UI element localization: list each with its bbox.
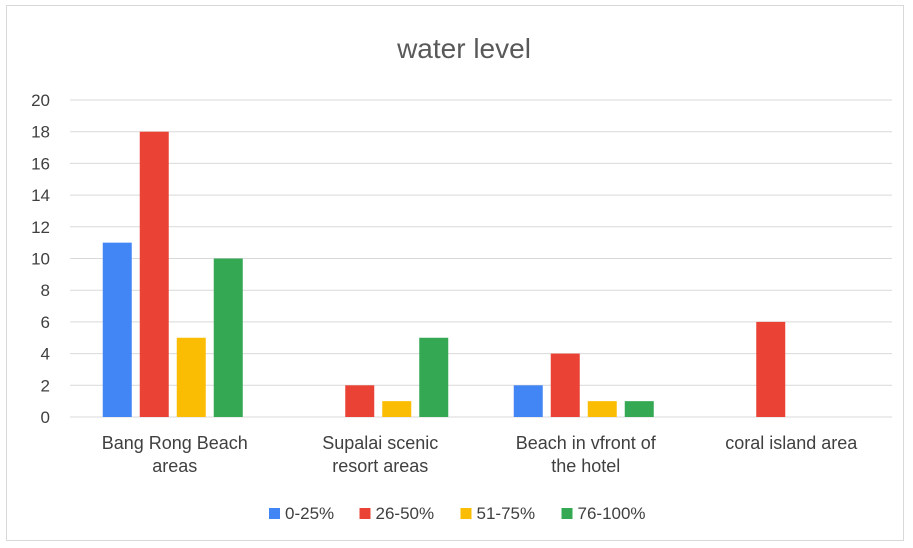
- y-tick-label: 0: [41, 408, 50, 427]
- bar: [550, 353, 580, 417]
- y-tick-label: 16: [31, 154, 50, 173]
- gridlines: [70, 99, 892, 418]
- bar: [176, 337, 206, 417]
- y-tick-label: 14: [31, 186, 50, 205]
- legend-swatch: [359, 508, 371, 519]
- y-tick-label: 10: [31, 250, 50, 269]
- bar: [213, 258, 243, 417]
- x-axis-labels: Bang Rong Beach areas Supalai scenic resort…: [102, 433, 859, 476]
- legend-label: 76-100%: [578, 504, 646, 523]
- y-tick-label: 18: [31, 123, 50, 142]
- legend-swatch: [460, 508, 472, 519]
- y-tick-label: 20: [31, 91, 50, 110]
- legend-swatch: [561, 508, 573, 519]
- x-category-label: Supalai scenic resort areas: [322, 433, 438, 476]
- x-category-label: coral island area: [725, 433, 858, 453]
- bar: [345, 385, 375, 417]
- y-axis-ticks: 0 2 4 6 8 10 12 14 16 18 20: [31, 91, 50, 427]
- bar: [587, 401, 617, 417]
- bar: [139, 131, 169, 417]
- bars: [102, 131, 786, 417]
- bar: [624, 401, 654, 417]
- legend: 0-25% 26-50% 51-75% 76-100%: [269, 504, 646, 523]
- chart-title: water level: [396, 33, 531, 64]
- y-tick-label: 6: [41, 313, 50, 332]
- legend-label: 51-75%: [477, 504, 536, 523]
- bar: [756, 321, 786, 417]
- x-category-label: Bang Rong Beach areas: [102, 433, 248, 476]
- y-tick-label: 2: [41, 376, 50, 395]
- y-tick-label: 8: [41, 281, 50, 300]
- legend-item: 26-50%: [359, 504, 435, 523]
- legend-swatch: [269, 508, 280, 519]
- bar: [419, 337, 449, 417]
- bar: [382, 401, 412, 417]
- legend-item: 0-25%: [269, 504, 334, 523]
- legend-label: 26-50%: [376, 504, 435, 523]
- y-tick-label: 4: [41, 345, 50, 364]
- legend-item: 51-75%: [460, 504, 536, 523]
- x-category-label: Beach in vfront of the hotel: [516, 433, 657, 476]
- bar: [513, 385, 543, 417]
- bar: [102, 242, 132, 417]
- y-tick-label: 12: [31, 218, 50, 237]
- legend-label: 0-25%: [285, 504, 334, 523]
- legend-item: 76-100%: [561, 504, 646, 523]
